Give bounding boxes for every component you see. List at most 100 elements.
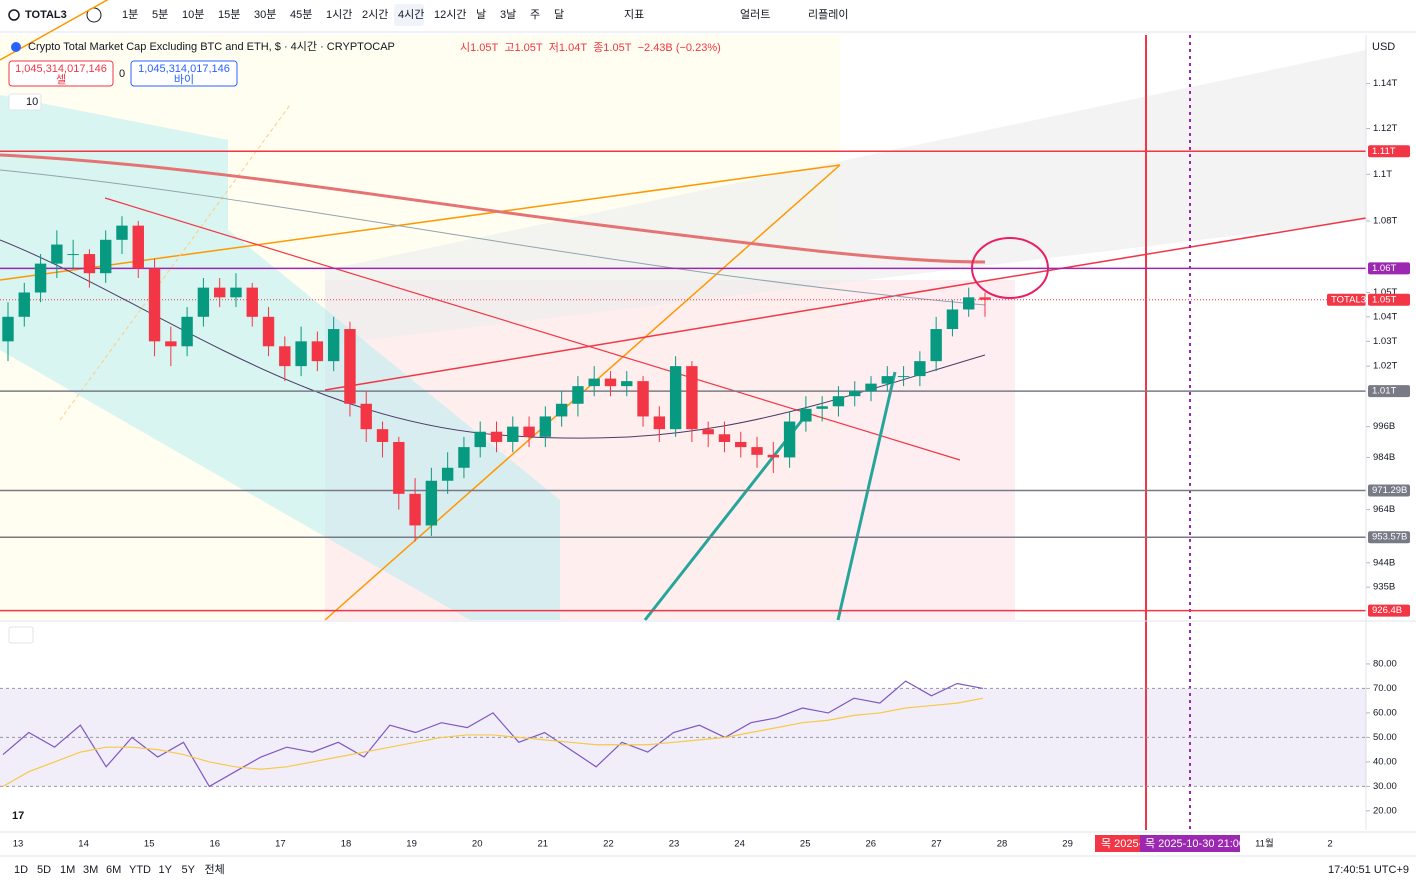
price-tag <box>1368 531 1410 544</box>
candle-body <box>83 254 96 274</box>
candle-body <box>816 406 828 409</box>
candle-body <box>751 447 763 455</box>
rsi-line <box>2 697 984 787</box>
candle-body <box>539 416 552 437</box>
candle-body <box>946 309 959 330</box>
candle-body <box>686 366 698 430</box>
candle-body <box>409 493 421 526</box>
interval[interactable]: 날 <box>476 8 486 21</box>
sell-price: 1,045,314,017,146 <box>15 63 107 75</box>
y-tick-label: 70.00 <box>1373 683 1397 694</box>
ohlc-value: 종1.05T <box>593 42 632 54</box>
candle-body <box>132 225 144 269</box>
search-icon[interactable] <box>8 9 20 21</box>
clock: 17:40:51 UTC+9 <box>1328 864 1409 876</box>
candle-body <box>621 381 633 387</box>
candle-body <box>702 429 714 435</box>
series-tag-label: TOTAL3 <box>1331 294 1366 305</box>
y-tick-label: 80.00 <box>1373 658 1397 669</box>
sell-button[interactable] <box>8 60 114 87</box>
symbol[interactable]: TOTAL3 <box>25 9 67 21</box>
candle-body <box>458 447 470 468</box>
candle-body <box>800 408 812 422</box>
candle-body <box>246 287 258 317</box>
range-button[interactable]: 전체 <box>205 863 225 876</box>
alert[interactable]: 얼러트 <box>740 7 770 21</box>
candle-body <box>767 454 780 458</box>
candle-body <box>262 316 275 347</box>
rsi-band <box>0 688 1366 787</box>
candle-body <box>441 467 454 481</box>
interval[interactable]: 12시간 <box>434 8 466 21</box>
currency[interactable]: USD <box>1372 41 1395 53</box>
x-tick-label: 16 <box>210 839 221 850</box>
price-tag <box>1368 145 1410 158</box>
candle-body <box>507 426 519 442</box>
trend-line <box>324 217 1367 391</box>
price-tag <box>1368 293 1410 306</box>
candle-body <box>637 381 649 417</box>
candle-body <box>327 329 340 362</box>
range-button[interactable]: 1M <box>60 864 75 876</box>
x-tick-label: 11월 <box>1255 838 1274 850</box>
time-marker <box>1140 835 1240 852</box>
replay[interactable]: 리플레이 <box>808 8 848 21</box>
y-tick-label: 1.12T <box>1373 123 1397 134</box>
interval-group: 1분 5분 10분 15분 30분 45분 1시간 2시간 4시간 12시간 날 3날 주 달 <box>122 4 564 26</box>
x-tick-label: 23 <box>669 839 680 850</box>
pane-toggle[interactable] <box>8 626 34 644</box>
moving-average <box>0 153 986 264</box>
price-tag <box>1368 262 1410 275</box>
candle-body <box>897 376 910 378</box>
interval[interactable]: 4시간 <box>398 8 424 21</box>
range-button[interactable]: 5Y <box>182 864 196 876</box>
interval[interactable]: 달 <box>554 8 564 21</box>
x-tick-label: 15 <box>144 839 155 850</box>
x-tick-label: 19 <box>406 839 417 850</box>
trend-line <box>59 104 291 421</box>
x-tick-label: 20 <box>472 839 483 850</box>
price-tag <box>1368 385 1410 398</box>
candle-body <box>279 346 291 367</box>
interval[interactable]: 3날 <box>500 8 516 21</box>
interval[interactable]: 1시간 <box>326 8 352 21</box>
y-tick-label: 944B <box>1373 557 1395 568</box>
range-button[interactable]: 1Y <box>159 864 173 876</box>
y-tick-label: 40.00 <box>1373 756 1397 767</box>
interval[interactable]: 45분 <box>290 9 312 21</box>
interval[interactable]: 15분 <box>218 9 240 21</box>
range-button[interactable]: 3M <box>83 864 98 876</box>
indicator-toggle[interactable] <box>8 93 42 111</box>
x-tick-label: 29 <box>1062 839 1073 850</box>
candle-body <box>783 421 796 458</box>
candle-body <box>295 341 307 367</box>
candle-body <box>18 292 30 317</box>
y-tick-label: 1.1T <box>1373 169 1392 180</box>
price-tag <box>1368 604 1410 617</box>
interval[interactable]: 주 <box>530 9 540 21</box>
range-button[interactable]: 6M <box>106 864 121 876</box>
candle-body <box>979 297 991 300</box>
interval[interactable]: 2시간 <box>362 8 388 21</box>
buy-button[interactable] <box>130 60 238 87</box>
price-tag-label: 1.06T <box>1372 263 1396 274</box>
active-interval <box>394 4 424 26</box>
x-tick-label: 13 <box>13 839 24 850</box>
candle-body <box>588 378 600 387</box>
interval[interactable]: 5분 <box>152 9 168 21</box>
candle-body <box>914 361 926 377</box>
interval[interactable]: 30분 <box>254 9 276 21</box>
interval[interactable]: 10분 <box>182 9 204 21</box>
candle-body <box>311 341 324 362</box>
range-button[interactable]: YTD <box>129 864 151 876</box>
interval[interactable]: 1분 <box>122 9 138 21</box>
range-button[interactable]: 1D <box>14 864 28 876</box>
ohlc: 시1.05T 고1.05T 저1.04T 종1.05T −2.43B (−0.23%) <box>460 41 721 54</box>
indicators[interactable]: 지표 <box>624 8 644 21</box>
candle-body <box>849 391 861 397</box>
candle-body <box>360 403 372 430</box>
moving-average <box>0 169 986 306</box>
range-button[interactable]: 5D <box>37 864 51 876</box>
symbol-logo <box>11 42 21 52</box>
trend-line <box>0 0 109 61</box>
